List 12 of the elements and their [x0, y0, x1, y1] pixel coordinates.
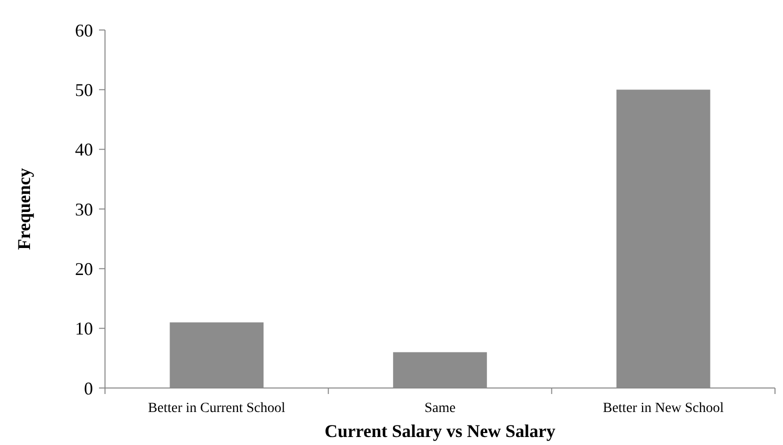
y-tick-label: 50 [75, 80, 93, 100]
x-tick-label: Better in Current School [148, 401, 286, 416]
y-axis-title: Frequency [14, 168, 34, 250]
x-axis-title: Current Salary vs New Salary [324, 421, 556, 441]
y-tick-label: 0 [84, 378, 93, 398]
y-tick-label: 20 [75, 258, 93, 279]
y-tick-label: 60 [75, 20, 93, 40]
y-tick-label: 30 [75, 199, 93, 220]
y-tick-label: 10 [75, 318, 93, 339]
x-tick-label: Better in New School [602, 401, 724, 416]
y-tick-label: 40 [75, 140, 93, 160]
x-tick-label: Same [424, 401, 456, 416]
